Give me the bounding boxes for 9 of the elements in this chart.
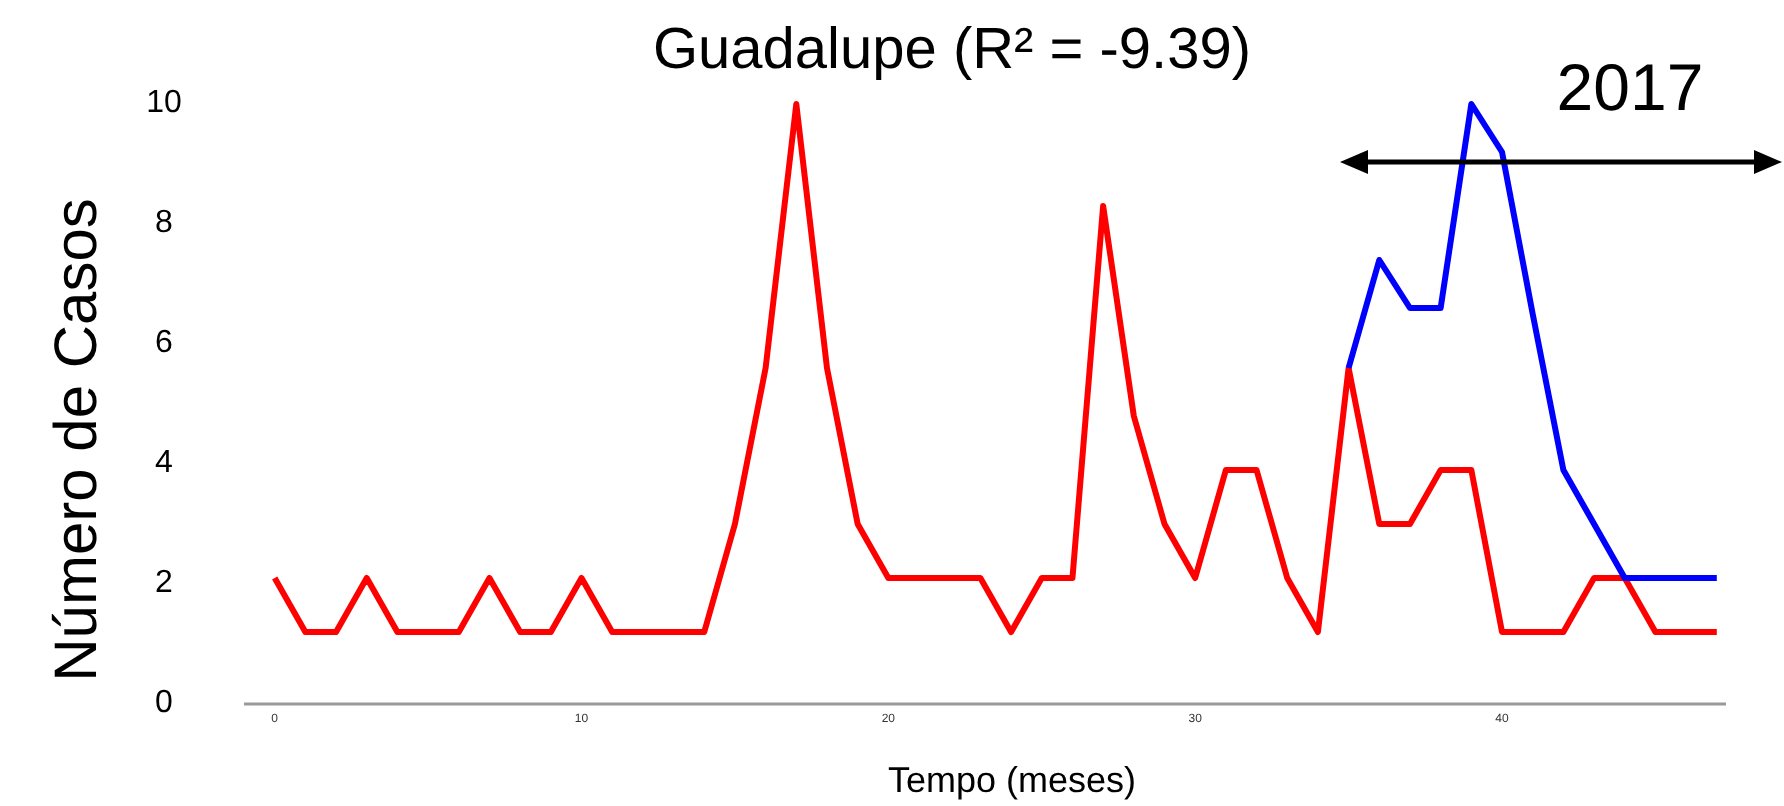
x-axis-title: Tempo (meses): [887, 760, 1137, 800]
y-tick-label: 4: [155, 446, 174, 481]
y-tick-label: 6: [155, 326, 174, 361]
annotation: 2017: [1556, 50, 1704, 124]
y-tick-label: 10: [146, 86, 182, 121]
y-tick-label: 2: [155, 566, 174, 601]
y-axis-title: Número de Casos: [44, 198, 110, 682]
chart-title: Guadalupe (R² = -9.39): [652, 18, 1252, 82]
y-tick-label: 8: [155, 206, 174, 241]
